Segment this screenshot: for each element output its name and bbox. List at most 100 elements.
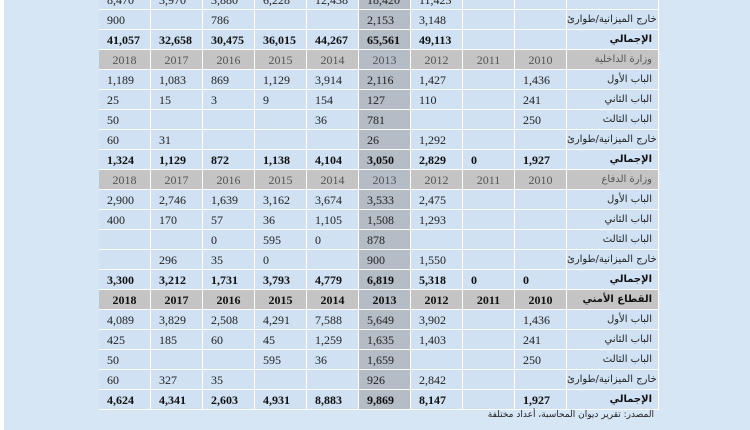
table-cell: 1,293 <box>411 210 463 230</box>
table-cell: 2011 <box>463 170 515 190</box>
table-cell: 1,550 <box>411 250 463 270</box>
row-label: الباب الثاني <box>567 90 659 110</box>
table-cell <box>515 370 567 390</box>
row-label: خارج الميزانية/طوارئ <box>567 10 659 30</box>
table-cell: 0 <box>203 230 255 250</box>
table-cell <box>151 350 203 370</box>
table-cell: 2,746 <box>151 190 203 210</box>
table-cell <box>463 30 515 50</box>
table-cell: 1,731 <box>203 270 255 290</box>
table-cell: 44,267 <box>307 30 359 50</box>
table-cell <box>463 330 515 350</box>
row-label: الباب الثالث <box>567 110 659 130</box>
table-cell: 1,324 <box>99 150 151 170</box>
table-cell <box>411 230 463 250</box>
table-cell: 2014 <box>307 290 359 310</box>
table-cell: 241 <box>515 90 567 110</box>
table-cell <box>515 230 567 250</box>
table-cell: 872 <box>203 150 255 170</box>
table-cell: 18,420 <box>359 0 411 10</box>
table-cell <box>515 0 567 10</box>
table-cell: 2010 <box>515 50 567 70</box>
table-cell: 2,508 <box>203 310 255 330</box>
table-cell: 2015 <box>255 170 307 190</box>
table-cell: 869 <box>203 70 255 90</box>
table-cell: 1,639 <box>203 190 255 210</box>
table-cell: 2016 <box>203 290 255 310</box>
table-cell <box>463 90 515 110</box>
table-cell: 250 <box>515 350 567 370</box>
table-cell: 2,900 <box>99 190 151 210</box>
table-cell: 35 <box>203 250 255 270</box>
table-cell: 154 <box>307 90 359 110</box>
table-cell: 1,436 <box>515 310 567 330</box>
table-cell <box>463 210 515 230</box>
table-cell: 50 <box>99 350 151 370</box>
table-cell: 2018 <box>99 290 151 310</box>
table-cell: 2,829 <box>411 150 463 170</box>
table-cell: 4,341 <box>151 390 203 410</box>
table-cell: 2,153 <box>359 10 411 30</box>
table-cell: 2015 <box>255 290 307 310</box>
table-cell <box>307 250 359 270</box>
table-cell: 425 <box>99 330 151 350</box>
table-cell: 1,927 <box>515 390 567 410</box>
table-cell <box>515 210 567 230</box>
row-label: القطاع الأمني <box>567 290 659 310</box>
table-cell: 170 <box>151 210 203 230</box>
table-cell: 60 <box>99 130 151 150</box>
table-cell <box>515 250 567 270</box>
table-cell: 3,148 <box>411 10 463 30</box>
table-cell: 1,427 <box>411 70 463 90</box>
table-cell: 8,883 <box>307 390 359 410</box>
table-cell: 1,436 <box>515 70 567 90</box>
table-cell: 4,291 <box>255 310 307 330</box>
table-cell: 250 <box>515 110 567 130</box>
table-cell: 5,649 <box>359 310 411 330</box>
table-cell: 65,561 <box>359 30 411 50</box>
table-cell: 3,914 <box>307 70 359 90</box>
table-cell <box>463 10 515 30</box>
table-cell: 3,050 <box>359 150 411 170</box>
table-cell: 2016 <box>203 50 255 70</box>
table-cell: 1,259 <box>307 330 359 350</box>
table-cell: 127 <box>359 90 411 110</box>
table-cell: 36 <box>307 110 359 130</box>
table-cell: 4,624 <box>99 390 151 410</box>
table-cell: 296 <box>151 250 203 270</box>
table-cell: 0 <box>307 230 359 250</box>
table-cell: 1,105 <box>307 210 359 230</box>
table-cell: 2013 <box>359 50 411 70</box>
table-cell: 786 <box>203 10 255 30</box>
table-cell: 1,189 <box>99 70 151 90</box>
table-cell: 595 <box>255 350 307 370</box>
table-cell: 3,902 <box>411 310 463 330</box>
table-cell: 9,869 <box>359 390 411 410</box>
table-cell: 2012 <box>411 170 463 190</box>
table-cell: 327 <box>151 370 203 390</box>
row-label: خارج الميزانية/طوارئ <box>567 250 659 270</box>
table-cell: 25 <box>99 90 151 110</box>
table-cell: 30,475 <box>203 30 255 50</box>
table-cell: 0 <box>255 250 307 270</box>
table-cell: 4,779 <box>307 270 359 290</box>
table-cell: 2016 <box>203 170 255 190</box>
table-cell <box>151 110 203 130</box>
table-cell <box>99 230 151 250</box>
row-label: الباب الثالث <box>567 230 659 250</box>
table-cell: 900 <box>99 10 151 30</box>
table-cell <box>203 130 255 150</box>
table-cell <box>463 0 515 10</box>
table-cell: 5,318 <box>411 270 463 290</box>
table-cell <box>307 370 359 390</box>
row-label <box>567 0 659 10</box>
table-cell <box>463 130 515 150</box>
table-cell <box>463 110 515 130</box>
source-note: المصدر: تقرير ديوان المحاسبة، أعداد مختل… <box>487 410 654 420</box>
row-label: الباب الأول <box>567 70 659 90</box>
table-cell: 2011 <box>463 50 515 70</box>
table-cell: 926 <box>359 370 411 390</box>
table-cell <box>515 10 567 30</box>
table-cell: 11,423 <box>411 0 463 10</box>
